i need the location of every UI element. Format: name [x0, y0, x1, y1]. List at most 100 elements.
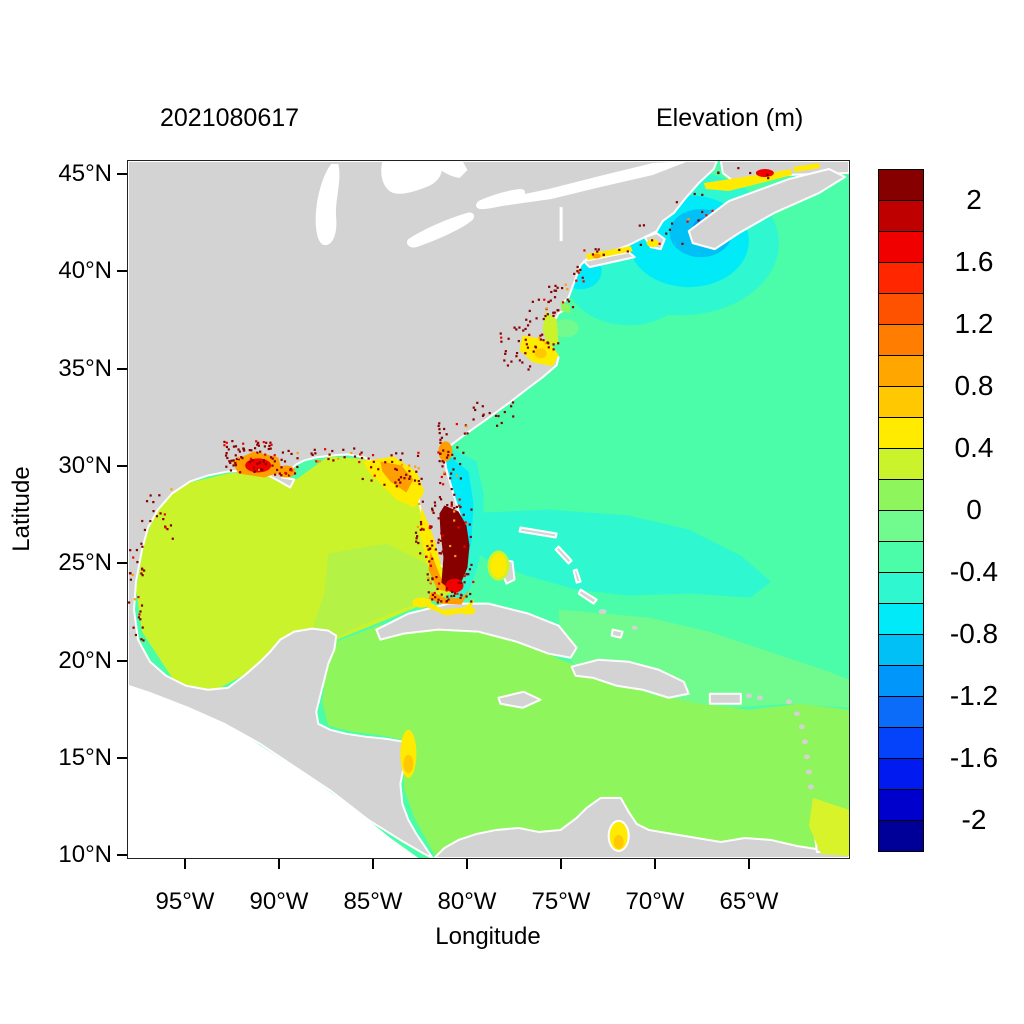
surge-speckle — [284, 471, 287, 475]
surge-speckle — [296, 465, 299, 469]
surge-speckle — [457, 526, 460, 529]
surge-speckle — [642, 224, 646, 227]
surge-speckle — [408, 470, 411, 473]
surge-speckle — [524, 338, 527, 341]
surge-speckle — [459, 462, 462, 466]
x-tick-label: 95°W — [155, 888, 215, 915]
island-puerto-rico — [708, 692, 742, 705]
surge-speckle — [547, 300, 550, 304]
surge-speckle — [232, 459, 235, 462]
surge-speckle — [687, 217, 690, 221]
surge-speckle — [552, 343, 555, 346]
surge-speckle — [458, 498, 461, 501]
island-crooked — [598, 609, 607, 615]
surge-speckle — [164, 526, 167, 529]
surge-speckle — [446, 595, 449, 598]
surge-speckle — [437, 541, 440, 544]
surge-speckle — [397, 478, 400, 481]
x-tick-mark — [654, 859, 656, 869]
surge-speckle — [453, 493, 456, 496]
surge-speckle — [437, 451, 440, 454]
surge-speckle — [544, 314, 547, 318]
surge-speckle — [454, 554, 457, 558]
surge-speckle — [384, 461, 387, 464]
surge-speckle — [443, 555, 446, 558]
x-tick-label: 85°W — [343, 888, 403, 915]
surge-speckle — [448, 530, 452, 533]
surge-speckle — [445, 587, 448, 590]
surge-speckle — [415, 470, 418, 473]
surge-speckle — [474, 408, 477, 412]
surge-speckle — [549, 299, 552, 302]
surge-speckle — [518, 359, 521, 362]
colorbar-tick-label: 1.2 — [954, 308, 994, 339]
surge-speckle — [437, 598, 440, 601]
surge-speckle — [141, 545, 144, 548]
surge-speckle — [455, 474, 458, 477]
surge-speckle — [248, 461, 251, 464]
surge-speckle — [468, 523, 471, 526]
surge-speckle — [237, 456, 240, 459]
island-long-bahama — [577, 588, 598, 605]
surge-speckle — [256, 451, 259, 454]
colorbar-segment — [879, 821, 923, 851]
surge-speckle — [293, 472, 297, 475]
x-tick-mark — [278, 859, 280, 869]
surge-speckle — [316, 460, 320, 463]
surge-speckle — [577, 271, 580, 274]
surge-speckle — [532, 350, 535, 353]
x-tick-mark — [466, 859, 468, 869]
surge-chesapeake-green — [542, 311, 559, 348]
surge-speckle — [460, 567, 463, 570]
surge-speckle — [262, 459, 265, 462]
surge-speckle — [141, 626, 144, 629]
surge-speckle — [273, 454, 276, 457]
surge-speckle — [562, 301, 565, 304]
surge-speckle — [449, 544, 452, 548]
surge-speckle — [283, 460, 287, 463]
surge-delaware-green — [560, 301, 571, 314]
surge-speckle — [544, 342, 547, 345]
surge-speckle — [556, 286, 559, 289]
surge-speckle — [459, 533, 462, 537]
surge-speckle — [469, 535, 472, 539]
surge-speckle — [435, 575, 438, 579]
colorbar-title: Elevation (m) — [656, 104, 804, 132]
surge-speckle — [231, 440, 234, 443]
surge-speckle — [442, 483, 445, 486]
surge-speckle — [342, 448, 345, 451]
surge-speckle — [443, 541, 446, 544]
colorbar-segment — [879, 418, 923, 449]
surge-speckle — [576, 265, 579, 269]
surge-speckle — [453, 594, 456, 598]
surge-speckle — [460, 552, 463, 555]
surge-speckle — [431, 578, 434, 581]
surge-speckle — [428, 526, 431, 529]
surge-speckle — [438, 431, 441, 435]
surge-speckle — [149, 520, 152, 523]
surge-speckle — [518, 326, 521, 329]
surge-speckle — [224, 454, 228, 457]
surge-speckle — [225, 441, 228, 444]
surge-speckle — [546, 341, 549, 344]
surge-speckle — [421, 500, 424, 503]
island-grand-bahama-abaco — [518, 526, 558, 539]
surge-speckle — [143, 528, 147, 532]
surge-speckle — [256, 462, 259, 465]
surge-speckle — [434, 596, 437, 599]
surge-speckle — [638, 224, 641, 227]
surge-speckle — [465, 573, 468, 576]
surge-speckle — [458, 504, 461, 507]
region-green-blob-offshore — [552, 319, 579, 338]
surge-speckle — [541, 333, 544, 336]
surge-speckle — [408, 477, 411, 480]
surge-speckle — [223, 444, 226, 447]
x-tick-mark — [372, 859, 374, 869]
surge-speckle — [445, 456, 449, 459]
surge-speckle — [459, 477, 462, 480]
surge-speckle — [296, 457, 299, 460]
surge-speckle — [223, 440, 226, 444]
surge-speckle — [463, 545, 466, 548]
surge-speckle — [429, 564, 432, 567]
surge-speckle — [271, 464, 274, 467]
